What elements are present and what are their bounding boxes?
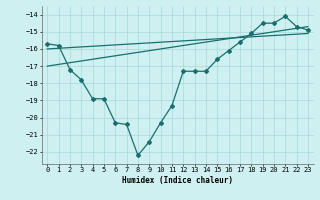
X-axis label: Humidex (Indice chaleur): Humidex (Indice chaleur) (122, 176, 233, 185)
